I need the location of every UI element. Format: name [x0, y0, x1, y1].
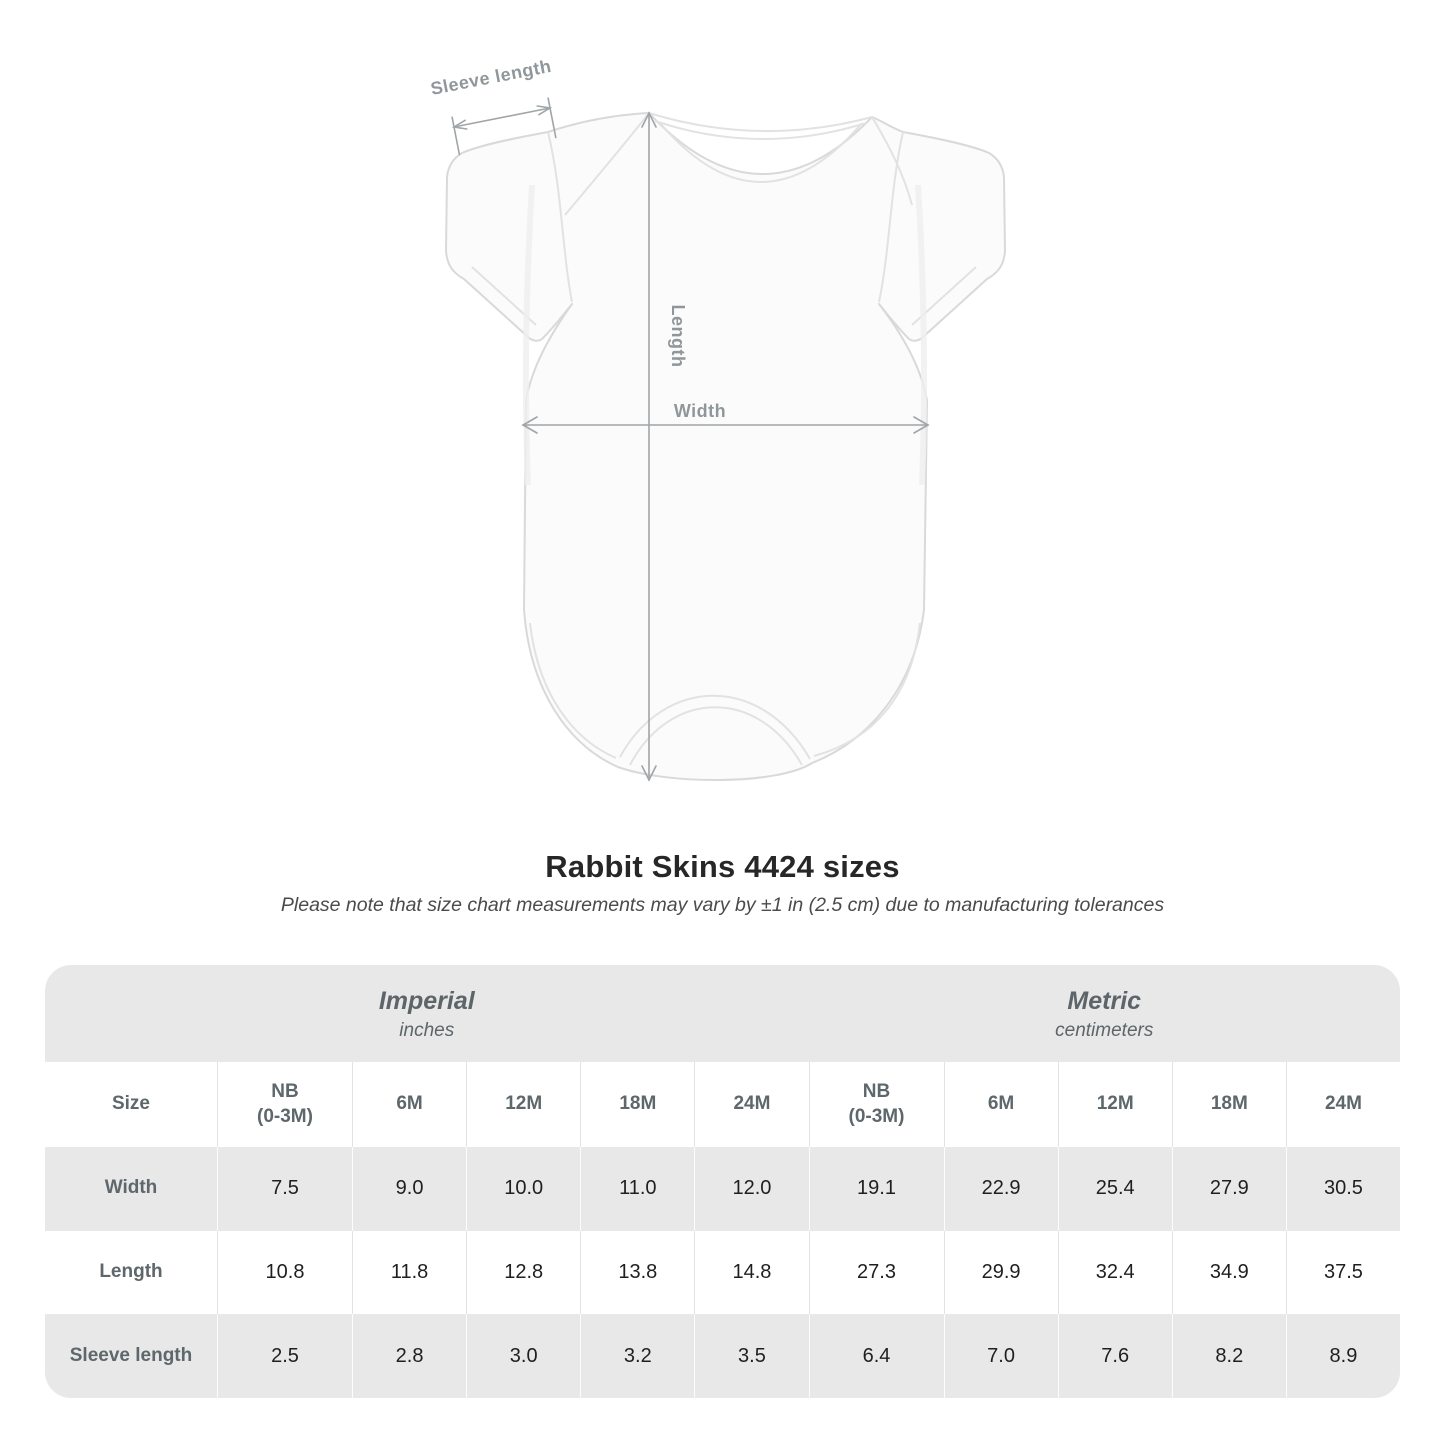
unit-group-row: Imperial inches Metric centimeters: [45, 965, 1400, 1062]
column-header-cell: 18M: [1171, 1062, 1286, 1147]
value-cell: 27.3: [808, 1230, 944, 1315]
imperial-group-header: Imperial inches: [45, 965, 809, 1062]
value-cell: 14.8: [694, 1230, 808, 1315]
onesie-garment: [445, 112, 1006, 782]
value-cell: 32.4: [1057, 1230, 1172, 1315]
tolerance-note: Please note that size chart measurements…: [280, 894, 1165, 916]
value-cell: 6.4: [808, 1314, 944, 1398]
width-label: Width: [674, 401, 726, 421]
row-label: Width: [104, 1177, 158, 1199]
column-header-cell: 6M: [943, 1062, 1058, 1147]
table-row-sleeve-length: Sleeve length 2.5 2.8 3.0 3.2 3.5 6.4 7.…: [45, 1314, 1400, 1398]
page-title: Rabbit Skins 4424 sizes: [545, 849, 900, 884]
value-cell: 2.5: [217, 1314, 352, 1398]
imperial-group-units: inches: [399, 1020, 455, 1042]
value-cell: 11.8: [352, 1230, 466, 1315]
row-label: Length: [99, 1261, 163, 1283]
value-cell: 19.1: [808, 1147, 944, 1231]
value-cell: 3.0: [466, 1314, 580, 1398]
imperial-group-title: Imperial: [378, 987, 475, 1016]
value-cell: 13.8: [580, 1230, 694, 1315]
value-cell: 7.6: [1057, 1314, 1172, 1398]
measurement-overlay: [451, 97, 930, 782]
column-header-cell: 24M: [1285, 1062, 1400, 1147]
width-arrow: [521, 416, 930, 434]
onesie-seams: [471, 112, 977, 766]
metric-group-header: Metric centimeters: [809, 965, 1401, 1062]
value-cell: 37.5: [1285, 1230, 1400, 1315]
column-header-row: Size NB (0-3M) 6M 12M 18M 24M NB (0-3M) …: [45, 1062, 1400, 1147]
value-cell: 2.8: [352, 1314, 466, 1398]
onesie-diagram: Sleeve length Length Width: [429, 56, 1006, 782]
value-cell: 7.5: [217, 1147, 352, 1231]
value-cell: 34.9: [1171, 1230, 1286, 1315]
sleeve-length-arrow: [451, 97, 557, 156]
column-header-cell: 18M: [580, 1062, 694, 1147]
length-label: Length: [668, 305, 688, 368]
metric-group-units: centimeters: [1055, 1020, 1154, 1042]
onesie-shading: [522, 184, 928, 486]
value-cell: 10.0: [466, 1147, 580, 1231]
value-cell: 8.9: [1285, 1314, 1400, 1398]
corner-header-size: Size: [111, 1093, 151, 1115]
value-cell: 29.9: [943, 1230, 1058, 1315]
value-cell: 7.0: [943, 1314, 1058, 1398]
value-cell: 3.5: [694, 1314, 808, 1398]
value-cell: 27.9: [1171, 1147, 1286, 1231]
column-header-cell: NB (0-3M): [217, 1062, 352, 1147]
column-header-cell: 12M: [1057, 1062, 1172, 1147]
value-cell: 12.0: [694, 1147, 808, 1231]
column-header-cell: NB (0-3M): [808, 1062, 944, 1147]
value-cell: 22.9: [943, 1147, 1058, 1231]
size-table: Imperial inches Metric centimeters Size …: [45, 965, 1400, 1398]
column-header-cell: 6M: [352, 1062, 466, 1147]
length-line: [641, 111, 657, 782]
value-cell: 11.0: [580, 1147, 694, 1231]
column-header-cell: 24M: [694, 1062, 808, 1147]
value-cell: 30.5: [1285, 1147, 1400, 1231]
value-cell: 12.8: [466, 1230, 580, 1315]
value-cell: 10.8: [217, 1230, 352, 1315]
value-cell: 3.2: [580, 1314, 694, 1398]
sleeve-length-label: Sleeve length: [429, 56, 553, 99]
value-cell: 25.4: [1057, 1147, 1172, 1231]
onesie-body: [445, 112, 1006, 782]
table-row-length: Length 10.8 11.8 12.8 13.8 14.8 27.3 29.…: [45, 1230, 1400, 1315]
column-header-cell: 12M: [466, 1062, 580, 1147]
metric-group-title: Metric: [1067, 987, 1142, 1016]
row-label: Sleeve length: [69, 1344, 193, 1366]
table-row-width: Width 7.5 9.0 10.0 11.0 12.0 19.1 22.9 2…: [45, 1147, 1400, 1231]
value-cell: 9.0: [352, 1147, 466, 1231]
value-cell: 8.2: [1171, 1314, 1286, 1398]
